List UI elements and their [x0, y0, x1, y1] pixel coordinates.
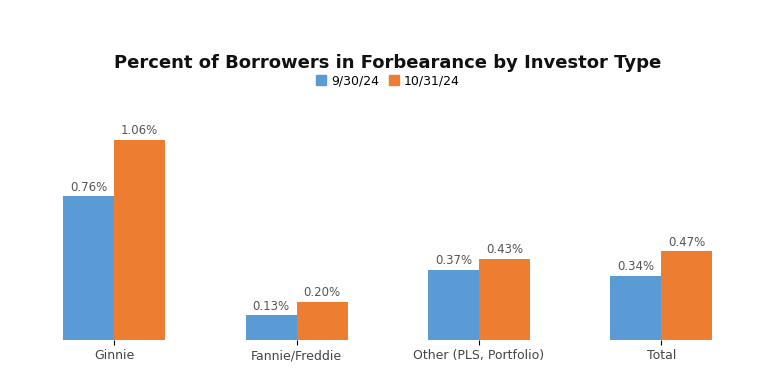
Bar [296, 302, 348, 340]
Text: 0.47%: 0.47% [668, 235, 706, 249]
Text: 0.13%: 0.13% [253, 300, 290, 313]
Title: Percent of Borrowers in Forbearance by Investor Type: Percent of Borrowers in Forbearance by I… [114, 54, 661, 72]
Text: 0.20%: 0.20% [303, 286, 341, 300]
Bar [661, 251, 713, 340]
Text: 0.37%: 0.37% [435, 254, 472, 267]
Bar [428, 270, 479, 340]
Bar [63, 196, 114, 340]
Text: 0.76%: 0.76% [70, 181, 108, 194]
Legend: 9/30/24, 10/31/24: 9/30/24, 10/31/24 [312, 71, 464, 91]
Bar [479, 259, 530, 340]
Bar [114, 140, 165, 340]
Text: 1.06%: 1.06% [121, 124, 158, 137]
Bar [611, 276, 661, 340]
Text: 0.34%: 0.34% [617, 260, 654, 273]
Bar [246, 315, 296, 340]
Text: 0.43%: 0.43% [486, 243, 523, 256]
